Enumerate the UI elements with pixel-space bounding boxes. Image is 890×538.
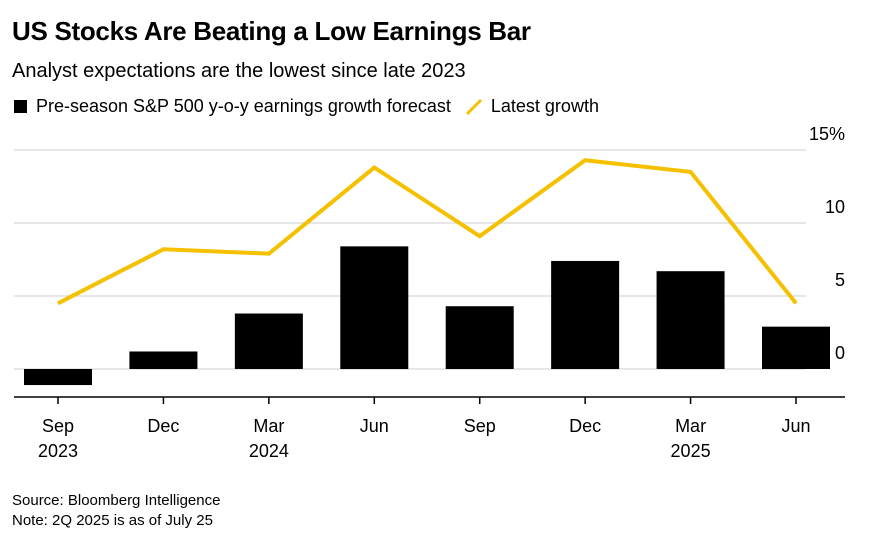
x-tick-label: Mar xyxy=(253,416,284,436)
forecast-bar xyxy=(445,306,514,369)
forecast-bar xyxy=(762,326,830,369)
x-tick-label: Mar xyxy=(675,416,706,436)
y-tick-label: 0 xyxy=(835,343,845,363)
forecast-bar xyxy=(129,351,198,369)
x-tick-year-label: 2024 xyxy=(249,441,289,461)
x-tick-label: Dec xyxy=(147,416,179,436)
y-tick-label: 15% xyxy=(809,124,845,144)
source-note: Source: Bloomberg Intelligence xyxy=(12,492,221,509)
x-tick-year-label: 2023 xyxy=(38,441,78,461)
x-tick-label: Jun xyxy=(781,416,810,436)
x-tick-label: Sep xyxy=(464,416,496,436)
forecast-bar xyxy=(656,271,725,369)
forecast-bar xyxy=(24,369,92,386)
latest-growth-line xyxy=(57,158,798,306)
x-tick-label: Sep xyxy=(42,416,74,436)
legend-line-label: Latest growth xyxy=(490,96,599,116)
chart-title: US Stocks Are Beating a Low Earnings Bar xyxy=(12,16,531,46)
legend-item-bars: Pre-season S&P 500 y-o-y earnings growth… xyxy=(14,96,451,117)
legend-item-line: Latest growth xyxy=(465,96,599,117)
legend-line-swatch-icon xyxy=(465,98,482,115)
data-note: Note: 2Q 2025 is as of July 25 xyxy=(12,512,213,529)
forecast-bar xyxy=(551,260,620,369)
footer: Source: Bloomberg Intelligence Note: 2Q … xyxy=(12,491,220,531)
forecast-bar xyxy=(340,246,409,369)
y-tick-label: 5 xyxy=(835,270,845,290)
x-tick-label: Jun xyxy=(360,416,389,436)
legend-bar-swatch-icon xyxy=(14,100,27,113)
x-tick-year-label: 2025 xyxy=(671,441,711,461)
legend-bar-label: Pre-season S&P 500 y-o-y earnings growth… xyxy=(36,96,451,116)
chart-subtitle: Analyst expectations are the lowest sinc… xyxy=(12,60,466,82)
y-tick-label: 10 xyxy=(825,197,845,217)
forecast-bar xyxy=(234,313,303,369)
legend: Pre-season S&P 500 y-o-y earnings growth… xyxy=(14,96,613,117)
x-tick-label: Dec xyxy=(569,416,601,436)
